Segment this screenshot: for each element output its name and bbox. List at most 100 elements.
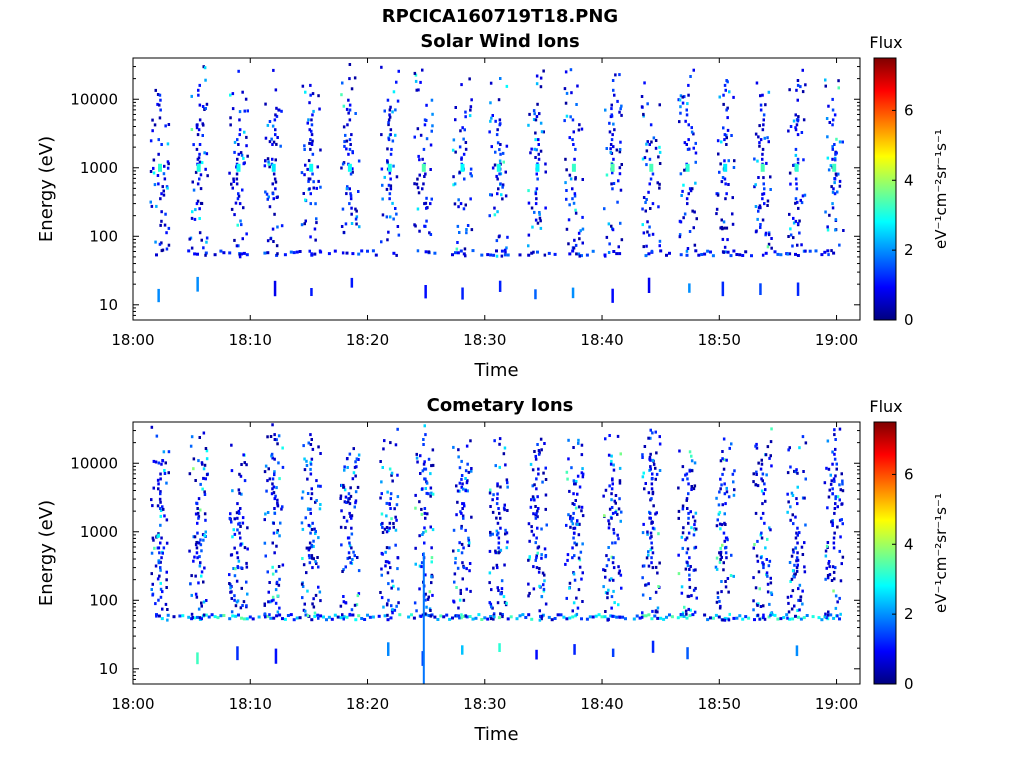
- heatmap-cell: [229, 553, 233, 557]
- heatmap-cell: [159, 472, 162, 476]
- heatmap-cell: [374, 253, 378, 257]
- heatmap-cell: [319, 452, 322, 455]
- heatmap-cell: [302, 444, 305, 448]
- heatmap-cell: [714, 565, 718, 569]
- heatmap-cell: [474, 616, 478, 620]
- heatmap-cell: [836, 614, 839, 618]
- heatmap-cell: [755, 473, 758, 476]
- heatmap-cell: [759, 138, 763, 142]
- heatmap-cell: [614, 494, 618, 497]
- heatmap-cell: [268, 613, 271, 617]
- heatmap-cell: [237, 488, 241, 492]
- heatmap-cell: [766, 245, 770, 249]
- heatmap-cell: [535, 566, 539, 570]
- heatmap-cell: [429, 472, 432, 476]
- heatmap-cell: [651, 492, 655, 496]
- heatmap-cell: [354, 618, 358, 622]
- heatmap-cell: [658, 150, 662, 154]
- heatmap-cell: [658, 239, 662, 243]
- heatmap-cell: [272, 616, 276, 620]
- heatmap-cell: [611, 482, 614, 486]
- x-tick-label: 18:40: [580, 695, 623, 713]
- heatmap-cell: [798, 583, 802, 587]
- heatmap-cell: [790, 594, 793, 598]
- heatmap-cell: [387, 598, 390, 602]
- heatmap-cell: [757, 570, 761, 574]
- heatmap-cell: [542, 589, 546, 593]
- heatmap-cell: [796, 118, 800, 122]
- heatmap-cell: [348, 541, 351, 545]
- heatmap-cell: [527, 189, 530, 193]
- heatmap-cell: [237, 69, 240, 73]
- heatmap-cell: [727, 495, 731, 499]
- heatmap-cell: [722, 568, 725, 572]
- heatmap-cell: [465, 567, 468, 571]
- heatmap-cell: [464, 141, 468, 144]
- heatmap-cell: [204, 530, 207, 534]
- heatmap-cell: [794, 113, 797, 117]
- heatmap-cell: [496, 521, 500, 525]
- heatmap-cell: [160, 241, 163, 245]
- heatmap-cell: [773, 613, 777, 617]
- heatmap-cell: [266, 123, 270, 127]
- heatmap-cell: [535, 536, 538, 540]
- heatmap-cell: [153, 183, 157, 187]
- heatmap-cell: [342, 104, 346, 108]
- heatmap-cell: [468, 77, 471, 81]
- heatmap-cell: [607, 618, 610, 622]
- heatmap-cell: [789, 227, 792, 231]
- heatmap-cell: [266, 570, 269, 574]
- heatmap-cell: [423, 118, 427, 122]
- heatmap-cell: [245, 604, 248, 608]
- heatmap-cell: [273, 470, 276, 474]
- heatmap-cell: [528, 112, 531, 116]
- heatmap-cell: [380, 567, 383, 571]
- heatmap-cell: [387, 121, 390, 125]
- heatmap-cell: [202, 246, 205, 250]
- heatmap-cell: [688, 585, 692, 589]
- heatmap-cell: [477, 613, 481, 617]
- heatmap-cell: [544, 170, 547, 174]
- heatmap-cell: [422, 147, 426, 151]
- heatmap-cell: [700, 253, 704, 256]
- heatmap-cell: [389, 492, 393, 496]
- heatmap-cell: [275, 142, 278, 146]
- heatmap-cell: [684, 119, 687, 123]
- heatmap-cell: [387, 118, 391, 122]
- heatmap-cell: [197, 581, 200, 585]
- x-tick-label: 18:00: [111, 695, 154, 713]
- heatmap-cell: [309, 83, 312, 87]
- heatmap-cell: [309, 147, 312, 151]
- heatmap-cell: [538, 567, 541, 570]
- heatmap-cell: [204, 613, 208, 617]
- heatmap-cell: [307, 523, 311, 527]
- heatmap-cell: [442, 615, 446, 619]
- heatmap-cell: [459, 249, 463, 253]
- heatmap-cell: [575, 543, 578, 547]
- heatmap-cell: [761, 192, 764, 196]
- heatmap-cell: [495, 254, 499, 258]
- heatmap-cell: [275, 614, 279, 618]
- heatmap-cell: [564, 181, 567, 185]
- heatmap-cell: [345, 187, 349, 191]
- heatmap-cell: [178, 614, 182, 618]
- heatmap-cell: [387, 561, 391, 565]
- heatmap-cell: [243, 130, 246, 134]
- heatmap-cell: [788, 252, 792, 256]
- heatmap-cell: [690, 454, 693, 458]
- heatmap-cell: [228, 516, 232, 520]
- heatmap-cell: [796, 563, 799, 567]
- heatmap-cell: [529, 151, 532, 155]
- heatmap-cell: [309, 467, 312, 471]
- heatmap-cell: [725, 556, 728, 560]
- heatmap-cell: [839, 579, 843, 583]
- heatmap-cell: [275, 253, 279, 257]
- heatmap-cell: [535, 487, 538, 491]
- heatmap-cell: [150, 498, 153, 502]
- heatmap-cell: [343, 500, 347, 504]
- heatmap-cell: [576, 606, 580, 610]
- heatmap-cell: [540, 595, 544, 599]
- heatmap-cell: [456, 566, 460, 570]
- heatmap-cell: [543, 547, 547, 551]
- heatmap-cell: [200, 570, 204, 574]
